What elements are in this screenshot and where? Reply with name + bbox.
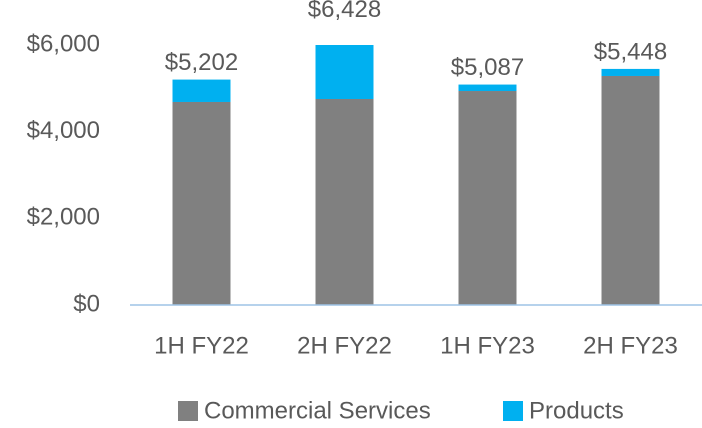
total-label: $5,202	[165, 49, 238, 76]
x-tick-label: 2H FY23	[583, 332, 678, 359]
bar-segment	[315, 98, 374, 305]
bar-segment	[601, 75, 660, 305]
legend-label: Commercial Services	[204, 397, 431, 424]
bar-segment	[172, 79, 231, 102]
x-tick-label: 1H FY23	[440, 332, 535, 359]
bar-segment	[172, 101, 231, 305]
total-label: $6,428	[308, 0, 381, 23]
bar-segment	[458, 91, 517, 305]
total-label: $5,087	[451, 54, 524, 81]
legend-swatch	[503, 401, 523, 421]
y-tick-label: $4,000	[27, 117, 100, 144]
legend-swatch	[178, 401, 198, 421]
total-label: $5,448	[594, 38, 667, 65]
legend-label: Products	[529, 397, 624, 424]
x-tick-label: 1H FY22	[154, 332, 249, 359]
bar-segment	[315, 45, 374, 99]
plot-area	[172, 45, 660, 305]
y-tick-label: $0	[73, 290, 100, 317]
y-tick-label: $6,000	[27, 30, 100, 57]
bar-segment	[458, 84, 517, 92]
y-tick-label: $2,000	[27, 204, 100, 231]
bar-segment	[601, 68, 660, 76]
x-tick-label: 2H FY22	[297, 332, 392, 359]
